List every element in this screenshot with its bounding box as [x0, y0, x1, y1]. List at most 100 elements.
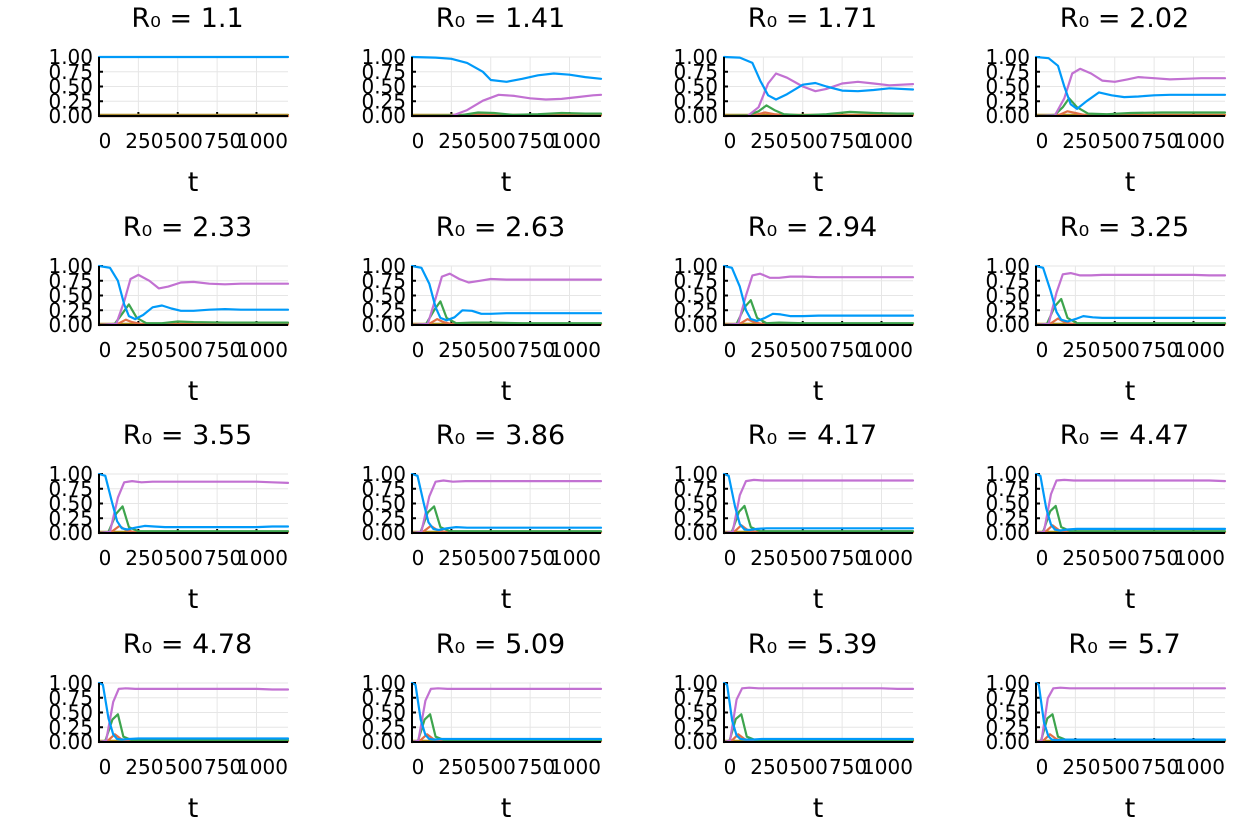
- x-tick-label: 1000: [237, 129, 288, 153]
- y-tick-label: 1.00: [985, 254, 1030, 278]
- x-tick-label: 0: [724, 546, 737, 570]
- series-line-1: [1034, 264, 1227, 323]
- y-tick-label: 0.50: [673, 701, 718, 725]
- series-line-3: [1034, 97, 1227, 118]
- x-tick-label: 0: [412, 546, 425, 570]
- x-tick-label: 500: [1102, 546, 1140, 570]
- x-axis-label: t: [501, 584, 512, 615]
- y-tick-label: 0.00: [361, 313, 406, 337]
- series-line-1: [97, 264, 290, 321]
- x-tick-label: 500: [790, 755, 828, 779]
- y-tick-label: 0.25: [673, 715, 718, 739]
- x-tick-label: 500: [790, 338, 828, 362]
- x-tick-label: 500: [478, 546, 516, 570]
- y-tick-label: 0.00: [361, 730, 406, 754]
- x-tick-label: 250: [438, 338, 476, 362]
- y-tick-label: 0.00: [48, 104, 93, 128]
- y-tick-label: 0.25: [985, 89, 1030, 113]
- y-tick-label: 0.50: [361, 284, 406, 308]
- x-tick-label: 0: [99, 755, 112, 779]
- series-line-2: [410, 93, 603, 118]
- x-tick-label: 250: [1062, 755, 1100, 779]
- series-line-1: [722, 264, 915, 322]
- y-tick-label: 1.00: [48, 462, 93, 486]
- y-tick-label: 0.50: [48, 492, 93, 516]
- x-axis-label: t: [501, 793, 512, 824]
- y-tick-label: 0.25: [48, 715, 93, 739]
- y-tick-label: 0.75: [48, 269, 93, 293]
- x-tick-label: 500: [165, 546, 203, 570]
- series-line-1: [722, 472, 915, 532]
- y-tick-label: 1.00: [48, 45, 93, 69]
- y-tick-label: 0.25: [985, 298, 1030, 322]
- y-tick-label: 0.75: [48, 60, 93, 84]
- subplot-title: R₀ = 1.71: [748, 3, 878, 34]
- series-line-2: [410, 687, 603, 744]
- y-tick-label: 0.25: [361, 89, 406, 113]
- y-tick-label: 1.00: [673, 671, 718, 695]
- x-tick-label: 750: [829, 129, 867, 153]
- series-line-2: [97, 273, 290, 327]
- x-tick-label: 500: [165, 755, 203, 779]
- y-tick-label: 0.00: [985, 313, 1030, 337]
- x-tick-label: 1000: [862, 129, 913, 153]
- y-tick-label: 0.75: [985, 269, 1030, 293]
- x-tick-label: 250: [125, 546, 163, 570]
- x-axis-label: t: [813, 584, 824, 615]
- series-line-1: [722, 55, 915, 101]
- x-tick-label: 750: [204, 338, 242, 362]
- series-line-1: [97, 472, 290, 531]
- series-line-3: [722, 713, 915, 744]
- x-tick-label: 1000: [550, 338, 601, 362]
- y-tick-label: 0.75: [48, 686, 93, 710]
- x-tick-label: 500: [1102, 338, 1140, 362]
- series-line-2: [1034, 478, 1227, 535]
- x-tick-label: 0: [1036, 755, 1049, 779]
- x-axis-label: t: [501, 167, 512, 198]
- y-tick-label: 0.50: [985, 492, 1030, 516]
- y-tick-label: 1.00: [48, 254, 93, 278]
- x-axis-label: t: [188, 167, 199, 198]
- y-tick-label: 0.00: [48, 730, 93, 754]
- x-tick-label: 1000: [237, 546, 288, 570]
- y-tick-label: 0.75: [673, 686, 718, 710]
- x-tick-label: 250: [125, 338, 163, 362]
- x-tick-label: 500: [790, 129, 828, 153]
- subplot-title: R₀ = 4.78: [123, 629, 253, 660]
- x-tick-label: 500: [1102, 755, 1140, 779]
- y-tick-label: 0.25: [673, 506, 718, 530]
- y-tick-label: 0.00: [985, 730, 1030, 754]
- y-tick-label: 0.75: [48, 477, 93, 501]
- x-tick-label: 750: [1141, 129, 1179, 153]
- x-tick-label: 0: [724, 755, 737, 779]
- subplot-title: R₀ = 4.17: [748, 420, 878, 451]
- series-line-2: [97, 480, 290, 535]
- x-tick-label: 750: [829, 755, 867, 779]
- x-tick-label: 500: [790, 546, 828, 570]
- series-line-2: [722, 478, 915, 535]
- subplot-11: R₀ = 4.17 0.000.250.500.751.00 0 250 500 7501…: [673, 420, 915, 615]
- x-tick-label: 750: [204, 129, 242, 153]
- series-line-1: [410, 681, 603, 741]
- y-tick-label: 0.75: [361, 477, 406, 501]
- y-tick-label: 1.00: [985, 462, 1030, 486]
- y-tick-label: 0.50: [673, 284, 718, 308]
- series-line-3: [97, 303, 290, 327]
- y-tick-label: 0.50: [361, 492, 406, 516]
- series-line-1: [97, 681, 290, 741]
- x-tick-label: 500: [478, 755, 516, 779]
- x-tick-label: 250: [750, 546, 788, 570]
- x-tick-label: 750: [517, 338, 555, 362]
- y-tick-label: 0.75: [985, 60, 1030, 84]
- x-axis-label: t: [188, 584, 199, 615]
- x-tick-label: 250: [750, 755, 788, 779]
- y-tick-label: 0.50: [48, 284, 93, 308]
- y-tick-label: 0.50: [673, 492, 718, 516]
- y-tick-label: 0.25: [985, 506, 1030, 530]
- x-tick-label: 0: [99, 338, 112, 362]
- x-tick-label: 0: [1036, 546, 1049, 570]
- y-tick-label: 0.25: [361, 715, 406, 739]
- y-tick-label: 0.50: [985, 75, 1030, 99]
- y-tick-label: 0.00: [361, 104, 406, 128]
- x-tick-label: 750: [204, 755, 242, 779]
